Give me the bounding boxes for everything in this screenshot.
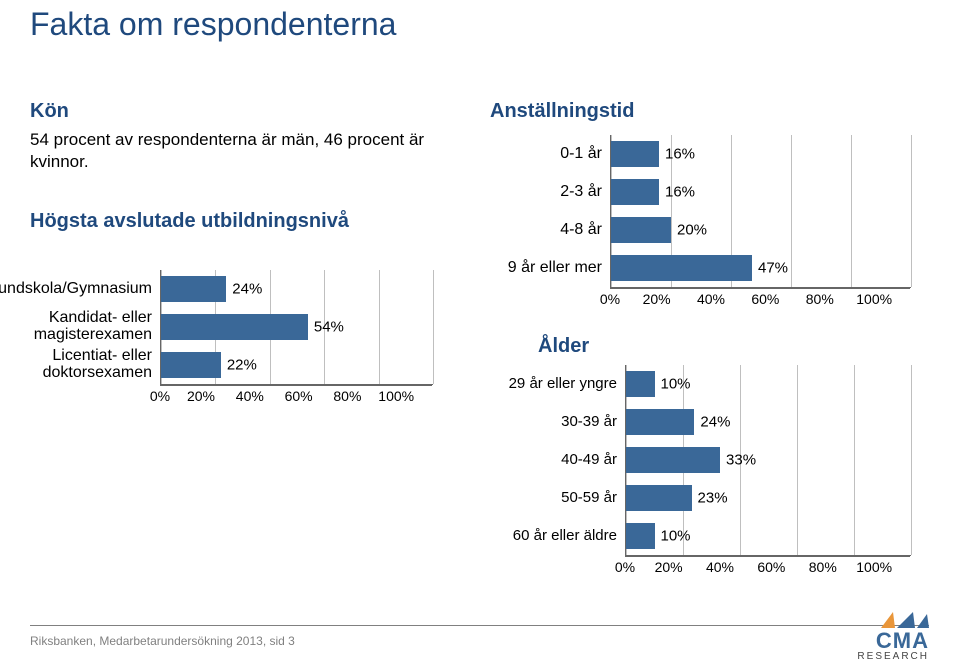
chart-bar xyxy=(611,141,659,167)
axis-tick: 40% xyxy=(706,559,734,575)
chart-category-label: 30-39 år xyxy=(490,403,625,441)
chart-bar xyxy=(161,314,308,340)
utbildning-heading: Högsta avslutade utbildningsnivå xyxy=(30,210,460,233)
chart-value-label: 24% xyxy=(700,414,730,431)
logo-sail-icon xyxy=(875,612,929,628)
chart-bar xyxy=(626,485,692,511)
chart-category-label: Licentiat- eller doktorsexamen xyxy=(0,346,160,384)
axis-tick: 0% xyxy=(615,559,635,575)
chart-value-label: 10% xyxy=(661,376,691,393)
chart-value-label: 33% xyxy=(726,452,756,469)
chart-category-label: Grundskola/Gymnasium xyxy=(0,270,160,308)
axis-tick: 40% xyxy=(697,291,725,307)
chart-category-label: 40-49 år xyxy=(490,441,625,479)
chart-value-label: 16% xyxy=(665,146,695,163)
axis-tick: 100% xyxy=(856,559,892,575)
chart-row: 23% xyxy=(626,479,911,517)
chart-gridline xyxy=(911,135,912,287)
chart-value-label: 24% xyxy=(232,281,262,298)
chart-bar xyxy=(161,352,221,378)
axis-tick: 0% xyxy=(600,291,620,307)
chart-gridline xyxy=(433,270,434,384)
chart-value-label: 16% xyxy=(665,184,695,201)
chart-category-label: Kandidat- eller magisterexamen xyxy=(0,308,160,346)
anstallningstid-heading: Anställningstid xyxy=(490,100,920,123)
chart-row: 24% xyxy=(626,403,911,441)
alder-plot: 10% 24% 33% 23% 10% xyxy=(625,365,911,556)
axis-tick: 80% xyxy=(806,291,834,307)
kon-section: Kön 54 procent av respondenterna är män,… xyxy=(30,100,460,173)
chart-category-label: 0-1 år xyxy=(490,135,610,173)
alder-axis: 0%20%40%60%80%100% xyxy=(625,556,910,575)
chart-category-label: 50-59 år xyxy=(490,479,625,517)
chart-value-label: 23% xyxy=(698,490,728,507)
page-title: Fakta om respondenterna xyxy=(30,6,396,43)
axis-tick: 40% xyxy=(236,388,264,404)
chart-row: 10% xyxy=(626,365,911,403)
chart-category-label: 29 år eller yngre xyxy=(490,365,625,403)
cma-logo: CMA RESEARCH xyxy=(809,610,929,662)
chart-row: 20% xyxy=(611,211,911,249)
chart-bar xyxy=(611,217,671,243)
axis-tick: 20% xyxy=(643,291,671,307)
utbildning-chart: 24% 54% 22% 0% 20% 40% 60% 80% 100% Grundskola/… xyxy=(0,270,442,404)
chart-bar xyxy=(161,276,226,302)
axis-tick: 100% xyxy=(856,291,892,307)
chart-gridline xyxy=(911,365,912,555)
logo-text-research: RESEARCH xyxy=(857,652,929,662)
alder-section: Ålder xyxy=(538,335,938,358)
chart-row: 33% xyxy=(626,441,911,479)
chart-row: 54% xyxy=(161,308,433,346)
chart-row: 16% xyxy=(611,173,911,211)
chart-bar xyxy=(626,371,655,397)
chart-value-label: 54% xyxy=(314,319,344,336)
chart-category-label: 60 år eller äldre xyxy=(490,517,625,555)
chart-category-label: 2-3 år xyxy=(490,173,610,211)
chart-value-label: 10% xyxy=(661,528,691,545)
chart-row: 22% xyxy=(161,346,433,384)
anstallningstid-plot: 16% 16% 20% 47% xyxy=(610,135,911,288)
kon-text: 54 procent av respondenterna är män, 46 … xyxy=(30,129,460,173)
anstallningstid-chart: 16% 16% 20% 47% 0% 20% 40% 60% 80% 100% 0-1 år2-… xyxy=(490,135,930,307)
chart-labels: 0-1 år2-3 år4-8 år9 år eller mer xyxy=(490,135,610,287)
chart-row: 16% xyxy=(611,135,911,173)
chart-labels: 29 år eller yngre30-39 år40-49 år50-59 å… xyxy=(490,365,625,555)
chart-value-label: 22% xyxy=(227,357,257,374)
chart-bar xyxy=(611,179,659,205)
footer-text: Riksbanken, Medarbetarundersökning 2013,… xyxy=(30,634,295,648)
axis-tick: 0% xyxy=(150,388,170,404)
alder-heading: Ålder xyxy=(538,335,938,358)
chart-row: 24% xyxy=(161,270,433,308)
axis-tick: 60% xyxy=(285,388,313,404)
chart-category-label: 9 år eller mer xyxy=(490,249,610,287)
chart-bar xyxy=(626,409,694,435)
axis-tick: 20% xyxy=(187,388,215,404)
chart-bar xyxy=(611,255,752,281)
chart-value-label: 20% xyxy=(677,222,707,239)
axis-tick: 60% xyxy=(751,291,779,307)
utbildning-section: Högsta avslutade utbildningsnivå xyxy=(30,210,460,233)
kon-heading: Kön xyxy=(30,100,460,123)
chart-row: 10% xyxy=(626,517,911,555)
axis-tick: 60% xyxy=(757,559,785,575)
alder-chart: 10% 24% 33% 23% 10% 0% 20% 40% 60% 80% 100% 29 år… xyxy=(490,365,930,575)
chart-row: 47% xyxy=(611,249,911,287)
chart-category-label: 4-8 år xyxy=(490,211,610,249)
utbildning-axis: 0%20%40%60%80%100% xyxy=(160,385,432,404)
logo-text-cma: CMA xyxy=(876,630,929,652)
axis-tick: 80% xyxy=(809,559,837,575)
chart-labels: Grundskola/GymnasiumKandidat- eller magi… xyxy=(0,270,160,384)
axis-tick: 80% xyxy=(333,388,361,404)
chart-bar xyxy=(626,523,655,549)
axis-tick: 20% xyxy=(655,559,683,575)
anstallningstid-section: Anställningstid xyxy=(490,100,920,123)
anstallningstid-axis: 0%20%40%60%80%100% xyxy=(610,288,910,307)
utbildning-plot: 24% 54% 22% xyxy=(160,270,433,385)
footer-divider xyxy=(30,625,929,626)
chart-bar xyxy=(626,447,720,473)
axis-tick: 100% xyxy=(378,388,414,404)
chart-value-label: 47% xyxy=(758,260,788,277)
